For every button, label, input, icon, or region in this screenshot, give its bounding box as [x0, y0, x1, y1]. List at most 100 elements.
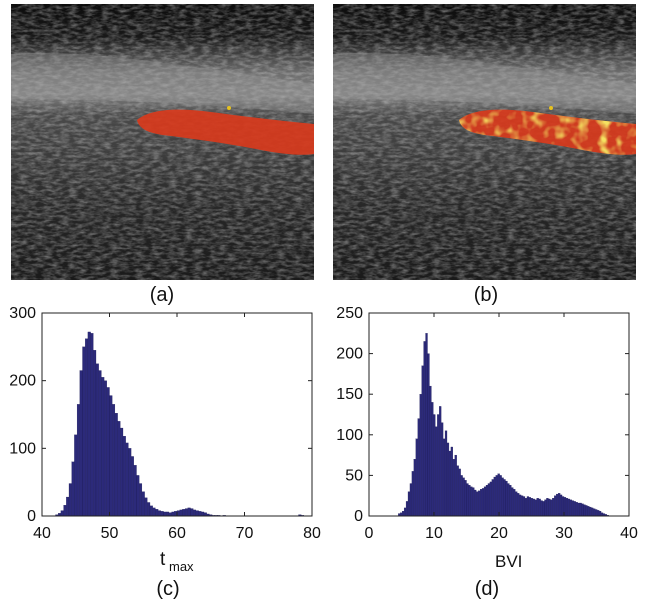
hist-c-bar: [95, 363, 99, 517]
caption-a: (a): [149, 284, 175, 306]
hist-d-bar: [421, 365, 424, 517]
hist-c-bar: [190, 508, 194, 517]
hist-d-bar: [464, 480, 467, 517]
hist-d-bar: [519, 494, 522, 517]
hist-d-bar: [597, 510, 600, 517]
hist-d-bar: [448, 450, 452, 517]
hist-c-bar: [79, 370, 83, 517]
caption-b: (b): [473, 284, 499, 306]
hist-c-bar: [90, 333, 94, 517]
hist-c-bar: [168, 512, 172, 517]
hist-d-bar: [446, 442, 450, 517]
hist-d-bar: [476, 491, 479, 517]
hist-d-bar: [536, 498, 539, 517]
hist-d-xtick-label: 30: [555, 525, 573, 542]
hist-d-bar: [589, 506, 592, 517]
hist-d-bar: [491, 479, 494, 517]
hist-d-bar: [552, 498, 555, 517]
hist-d-ytick-label: 200: [336, 346, 363, 363]
hist-c-bar: [98, 370, 102, 517]
hist-d-bar: [534, 499, 537, 517]
hist-d-bar: [415, 438, 418, 517]
hist-c-bar: [179, 509, 183, 517]
hist-d-bar: [407, 491, 411, 517]
hist-d-bar: [554, 495, 557, 517]
hist-c-bar: [141, 491, 145, 517]
hist-d-bar: [515, 491, 518, 517]
hist-d-bar: [413, 459, 416, 517]
hist-d-xtick-label: 20: [490, 525, 508, 542]
hist-c-bar: [163, 511, 167, 517]
histogram-c: 40 50 60 70 80 0 100 200 300 t max: [9, 305, 321, 574]
hist-d-bar: [528, 497, 531, 517]
histogram-c-xlabel-subscript: max: [169, 559, 194, 574]
histogram-d-plot-area: 0 10 20 30 40 0 50 100 150 200 250: [336, 305, 638, 542]
hist-d-bar: [427, 353, 430, 517]
hist-d-bar: [530, 498, 533, 517]
hist-d-bar: [454, 454, 457, 517]
hist-c-bar: [114, 413, 118, 517]
hist-c-bar: [63, 505, 67, 517]
hist-c-ytick-label: 200: [9, 373, 36, 390]
hist-d-bar: [483, 486, 487, 517]
hist-d-bar: [577, 502, 580, 517]
hist-c-bar: [74, 434, 78, 517]
hist-c-bar: [109, 395, 113, 517]
hist-c-bar: [87, 331, 91, 517]
hist-d-bar: [517, 493, 520, 517]
hist-d-bar: [520, 495, 524, 517]
histogram-c-xlabel: t: [160, 549, 166, 570]
hist-d-bar: [569, 499, 572, 517]
hist-d-bar: [585, 505, 588, 517]
hist-d-bar: [431, 402, 434, 517]
hist-d-bar: [460, 475, 463, 517]
hist-c-bar: [193, 509, 197, 517]
hist-d-bar: [437, 414, 440, 517]
hist-d-bar: [402, 511, 405, 517]
hist-d-bar: [550, 499, 553, 517]
hist-d-bar: [417, 418, 420, 517]
hist-c-bar: [157, 510, 161, 517]
hist-d-bar: [583, 504, 586, 517]
hist-c-bar: [112, 404, 116, 517]
ultrasound-image-a: [11, 4, 314, 280]
hist-c-bar: [147, 502, 151, 517]
hist-c-bar: [155, 509, 159, 517]
hist-d-bar: [511, 487, 514, 517]
hist-c-bar: [198, 511, 202, 517]
hist-d-bar: [409, 483, 413, 517]
hist-d-xtick-label: 40: [620, 525, 638, 542]
hist-c-bar: [128, 448, 132, 517]
hist-d-bar: [573, 501, 576, 517]
hist-c-bar: [182, 509, 186, 517]
hist-c-bar: [82, 346, 86, 517]
hist-c-bar: [152, 507, 156, 517]
hist-c-bar: [144, 497, 148, 517]
hist-d-bar: [439, 406, 442, 517]
hist-d-bar: [419, 394, 422, 517]
hist-d-ytick-label: 0: [354, 508, 363, 525]
hist-d-bar: [433, 414, 436, 517]
hist-d-bar: [522, 496, 526, 517]
hist-c-ytick-label: 0: [27, 508, 36, 525]
hist-d-bar: [493, 476, 496, 517]
hist-d-xtick-label: 0: [365, 525, 374, 542]
hist-c-bar: [166, 511, 170, 517]
histogram-c-plot-area: 40 50 60 70 80 0 100 200 300: [9, 305, 321, 542]
hist-d-bar: [468, 485, 471, 517]
hist-c-bar: [184, 508, 188, 517]
hist-c-bar: [66, 496, 70, 517]
hist-d-bar: [556, 493, 559, 517]
hist-c-bar: [171, 511, 175, 517]
hist-d-bar: [423, 341, 426, 517]
hist-d-bar: [546, 498, 549, 517]
hist-d-bar: [495, 475, 498, 517]
hist-c-bar: [76, 404, 80, 517]
hist-d-bar: [591, 507, 594, 517]
hist-d-bar: [505, 480, 508, 517]
hist-c-bar: [149, 505, 153, 517]
caption-d: (d): [474, 578, 500, 600]
hist-d-bar: [435, 426, 438, 517]
hist-c-bar: [122, 436, 126, 517]
hist-d-xtick-label: 10: [425, 525, 443, 542]
